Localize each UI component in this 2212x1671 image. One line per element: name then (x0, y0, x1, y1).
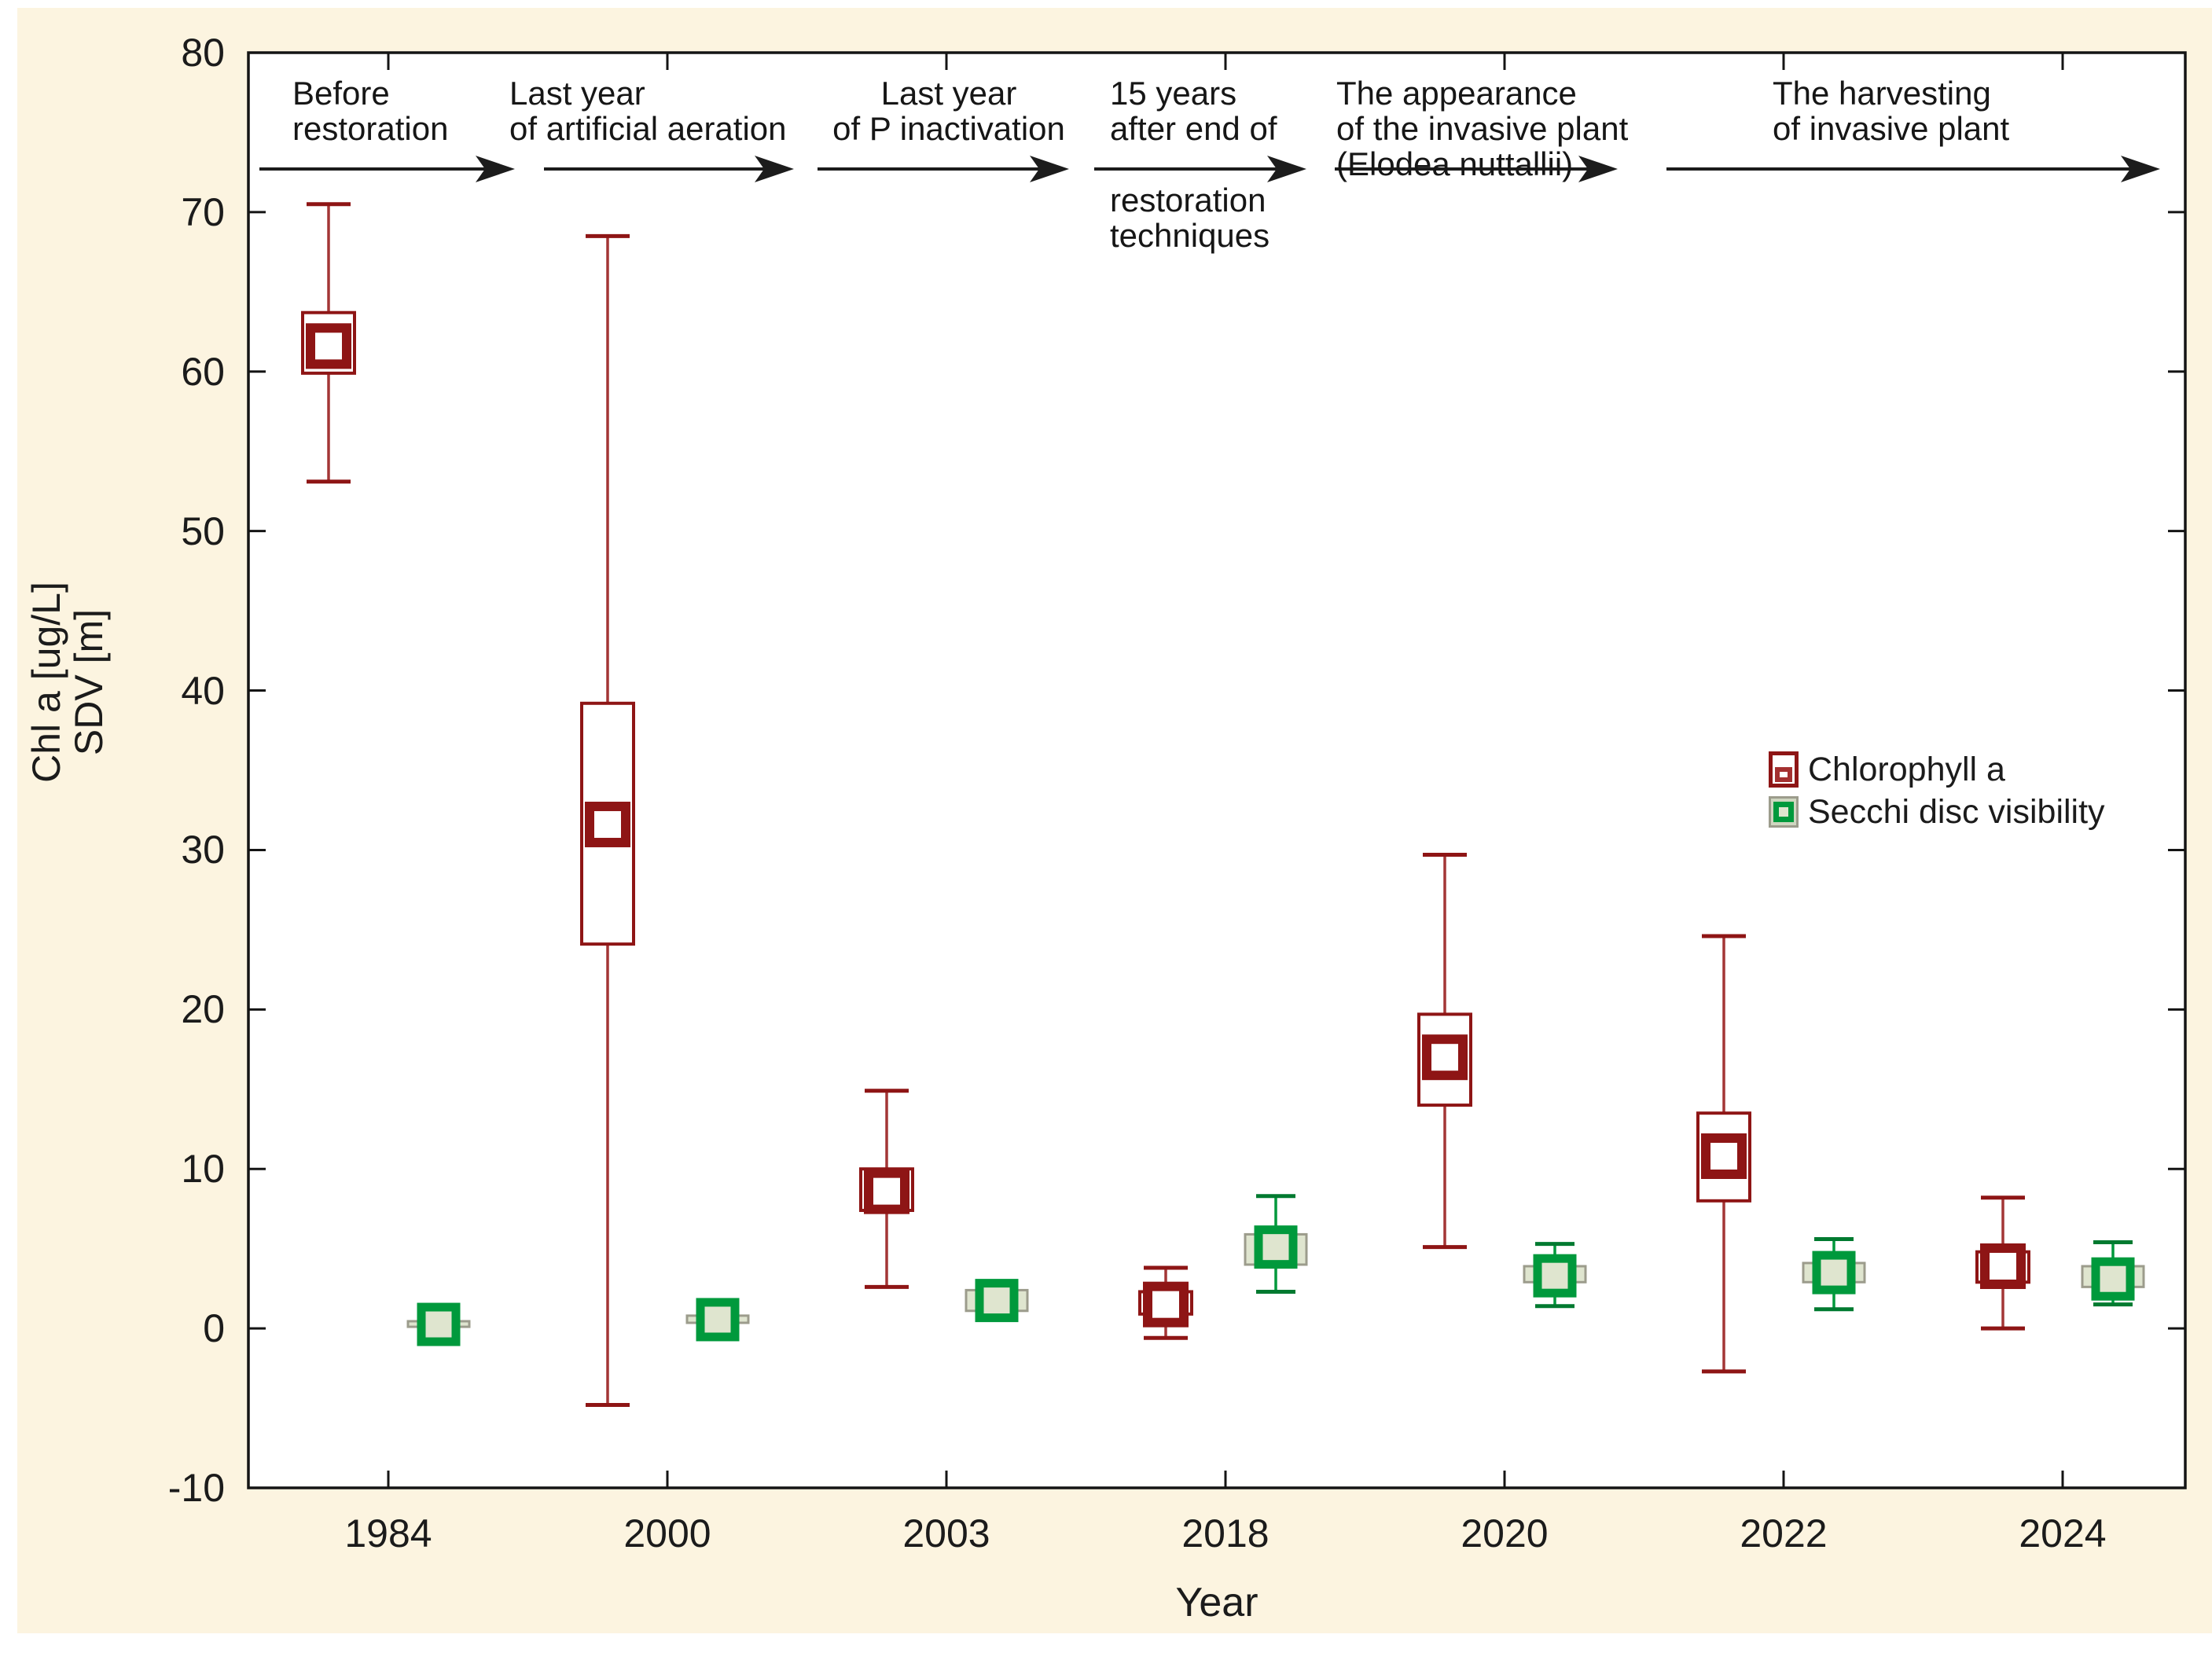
chl-median-marker (864, 1168, 909, 1214)
legend-item-secchi: Secchi disc visibility (1769, 791, 2105, 833)
phase-label-line: after end of (1110, 110, 1277, 147)
phase-label-line: The harvesting (1773, 75, 1991, 112)
y-tick-label: 60 (181, 349, 225, 394)
legend-label-chlorophyll: Chlorophyll a (1808, 750, 2005, 788)
y-tick-label: 50 (181, 509, 225, 553)
y-tick-label: -10 (167, 1466, 225, 1510)
x-axis-title: Year (1175, 1580, 1258, 1625)
sdv-median-marker (417, 1302, 461, 1346)
phase-label-line: Last year (880, 75, 1017, 112)
phase-label-line: Last year (509, 75, 645, 112)
sdv-median-marker (1533, 1254, 1577, 1298)
chl-median-marker (306, 323, 351, 369)
phase-arrow-head (755, 156, 794, 182)
chl-median-marker (1143, 1281, 1189, 1328)
y-tick-label: 0 (203, 1306, 225, 1351)
legend-item-chlorophyll: Chlorophyll a (1769, 748, 2105, 791)
legend-label-secchi: Secchi disc visibility (1808, 792, 2105, 831)
chl-median-marker (1701, 1133, 1747, 1179)
y-tick-label: 20 (181, 987, 225, 1032)
phase-arrow-head (1578, 156, 1618, 182)
y-tick-label: 30 (181, 828, 225, 872)
phase-arrow-head (1030, 156, 1069, 182)
legend: Chlorophyll a Secchi disc visibility (1769, 748, 2105, 833)
phase-label-line: (Elodea nuttallii) (1336, 145, 1574, 182)
phase-label-line: Before (292, 75, 390, 112)
x-tick-label: 2024 (2019, 1511, 2107, 1555)
y-tick-label: 40 (181, 668, 225, 713)
phase-label-line: The appearance (1336, 75, 1577, 112)
sdv-median-marker (1254, 1225, 1298, 1269)
phase-label-line: of P inactivation (832, 110, 1065, 147)
y-axis-title-line2: SDV [m] (67, 608, 111, 756)
phase-label-line: of the invasive plant (1336, 110, 1629, 147)
x-tick-label: 2003 (902, 1511, 990, 1555)
phase-label-line: of invasive plant (1773, 110, 2010, 147)
sdv-median-marker (975, 1279, 1019, 1323)
plot-frame (247, 51, 2187, 1489)
phase-label-line: restoration (1110, 182, 1266, 219)
phase-label-line: techniques (1110, 217, 1270, 254)
phase-label-line: restoration (292, 110, 449, 147)
y-axis-title-line1: Chl a [ug/L] (24, 582, 68, 783)
y-tick-label: 80 (181, 31, 225, 75)
y-axis-title: Chl a [ug/L] SDV [m] (24, 462, 113, 902)
chl-median-marker (1980, 1243, 2026, 1289)
x-tick-label: 2000 (623, 1511, 711, 1555)
x-tick-label: 2022 (1740, 1511, 1828, 1555)
y-tick-label: 70 (181, 189, 225, 234)
y-tick-label: 10 (181, 1147, 225, 1192)
sdv-median-marker (1812, 1250, 1856, 1295)
chl-median-marker (585, 801, 630, 847)
phase-arrow-head (1267, 156, 1306, 182)
phase-label-line: of artificial aeration (509, 110, 787, 147)
phase-label-line: 15 years (1110, 75, 1237, 112)
chl-median-marker (1422, 1034, 1468, 1081)
sdv-median-marker (696, 1298, 740, 1342)
sdv-median-marker (2091, 1257, 2135, 1301)
phase-arrow-head (2121, 156, 2160, 182)
secchi-box-icon (1769, 796, 1799, 828)
x-tick-label: 2018 (1181, 1511, 1270, 1555)
phase-arrow-head (476, 156, 515, 182)
x-tick-label: 2020 (1461, 1511, 1549, 1555)
chlorophyll-box-icon (1769, 751, 1799, 788)
x-tick-label: 1984 (344, 1511, 432, 1555)
